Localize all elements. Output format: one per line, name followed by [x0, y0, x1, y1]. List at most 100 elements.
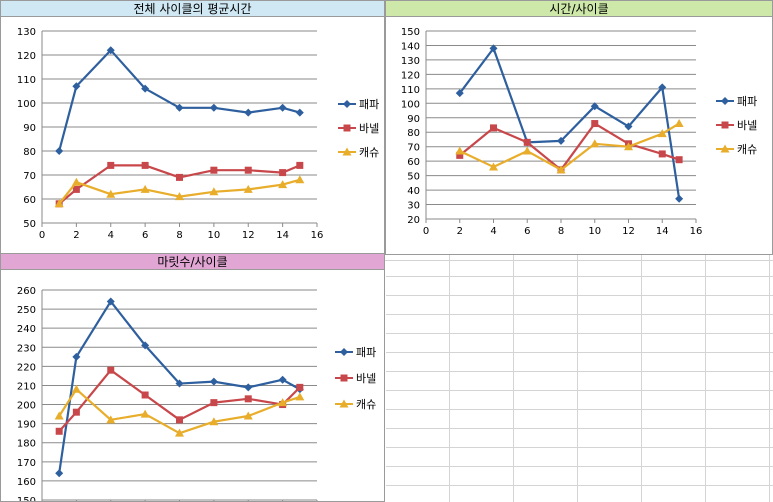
data-point: [489, 44, 498, 53]
data-point: [106, 189, 116, 198]
y-tick-label: 150: [17, 496, 36, 502]
data-point: [71, 177, 81, 186]
data-point: [141, 341, 150, 350]
data-point: [296, 383, 304, 391]
series-3: [54, 175, 305, 208]
data-point: [674, 119, 684, 128]
gridlines: [426, 30, 696, 220]
x-tick-label: 6: [524, 226, 530, 237]
legend-entry: 캐슈: [335, 398, 376, 411]
data-point: [175, 192, 184, 201]
legend-entry: 바넬: [335, 372, 376, 385]
legend-label: 패파: [737, 95, 757, 108]
x-tick-label: 8: [558, 226, 564, 237]
x-tick-label: 8: [176, 230, 182, 241]
x-tick-label: 14: [276, 230, 289, 241]
y-tick-label: 180: [17, 439, 36, 450]
data-point: [175, 103, 184, 112]
data-point: [209, 187, 219, 196]
data-point: [141, 84, 150, 93]
x-tick-label: 2: [73, 230, 79, 241]
y-tick-label: 130: [401, 56, 420, 67]
data-point: [295, 392, 305, 401]
y-tick-label: 20: [407, 215, 420, 226]
data-point: [54, 411, 64, 420]
data-point: [72, 352, 81, 361]
data-point: [243, 411, 253, 420]
x-tick-label: 2: [457, 226, 463, 237]
legend-marker: [342, 147, 352, 156]
line-chart-time-per-cycle: 20 30 40 50 60 70 80 90 100 110 120 130 140 150 0 2 4 6 8 1…: [401, 27, 757, 237]
y-tick-label: 120: [401, 70, 420, 81]
chart-title: 마릿수/사이클: [1, 254, 384, 270]
data-point: [278, 103, 287, 112]
legend-entry: 패파: [716, 95, 757, 108]
legend-marker: [340, 348, 348, 356]
data-point: [176, 416, 183, 424]
legend-entry: 패파: [338, 98, 379, 111]
data-point: [278, 180, 288, 189]
chart-title: 시간/사이클: [386, 1, 772, 17]
y-tick-label: 200: [17, 401, 36, 412]
data-point: [244, 166, 252, 174]
legend-label: 패파: [359, 98, 379, 111]
data-point: [296, 161, 304, 169]
y-tick-label: 110: [17, 75, 36, 86]
chart-panel-count-per-cycle[interactable]: 마릿수/사이클 150 160 170 180 190 200 210 220 230 240 25…: [0, 253, 385, 502]
y-tick-label: 220: [17, 362, 36, 373]
data-point: [106, 297, 115, 306]
data-point: [209, 417, 219, 426]
data-point: [55, 469, 64, 478]
data-point: [72, 408, 80, 416]
x-tick-label: 14: [656, 226, 669, 237]
data-point: [72, 185, 80, 193]
data-point: [107, 366, 115, 374]
y-tick-label: 160: [17, 477, 36, 488]
line-chart-average-time: 50 60 70 80 90 100 110 120 130 0 2 4 6 8 10 12 14 16 패파바넬캐…: [17, 27, 379, 241]
x-tick-label: 6: [142, 230, 148, 241]
legend-entry: 바넬: [716, 119, 757, 132]
data-point: [72, 82, 81, 91]
chart-panel-average-time[interactable]: 전체 사이클의 평균시간 50 60 70 80 90 100 110 120 130 0 2 4 6 8…: [0, 0, 385, 255]
series-2: [55, 161, 304, 208]
y-tick-label: 130: [17, 27, 36, 38]
y-tick-label: 80: [407, 128, 420, 139]
data-point: [490, 124, 497, 132]
data-point: [624, 122, 633, 131]
legend-label: 바넬: [737, 119, 757, 132]
data-point: [279, 169, 287, 177]
legend-marker: [339, 399, 349, 408]
data-point: [209, 103, 218, 112]
y-tick-label: 90: [407, 114, 420, 125]
series-line: [458, 47, 681, 199]
legend-label: 캐슈: [359, 146, 379, 159]
y-tick-label: 230: [17, 343, 36, 354]
line-chart-count-per-cycle: 1501601701801902002102202302402502600246…: [17, 286, 376, 502]
y-tick-label: 170: [17, 458, 36, 469]
data-point: [658, 83, 667, 92]
data-point: [140, 409, 150, 418]
data-point: [71, 384, 81, 393]
y-tick-label: 110: [401, 85, 420, 96]
x-tick-label: 0: [39, 230, 45, 241]
data-point: [140, 184, 150, 193]
data-point: [278, 375, 287, 384]
data-point: [278, 398, 288, 407]
data-point: [244, 383, 253, 392]
series-line: [58, 388, 301, 435]
data-point: [209, 377, 218, 386]
data-point: [523, 138, 531, 146]
series-line: [459, 122, 680, 171]
series-1: [55, 297, 304, 478]
y-tick-label: 30: [407, 201, 420, 212]
series-1: [455, 44, 684, 203]
y-tick-label: 60: [23, 195, 36, 206]
y-tick-label: 70: [23, 171, 36, 182]
y-tick-label: 260: [17, 286, 36, 297]
chart-panel-time-per-cycle[interactable]: 시간/사이클 20 30 40 50 60 70 80 90 100 110 120 130 140 15…: [385, 0, 773, 255]
data-point: [54, 199, 64, 208]
chart-title: 전체 사이클의 평균시간: [1, 1, 384, 17]
data-point: [141, 161, 149, 169]
series-1: [55, 46, 304, 155]
